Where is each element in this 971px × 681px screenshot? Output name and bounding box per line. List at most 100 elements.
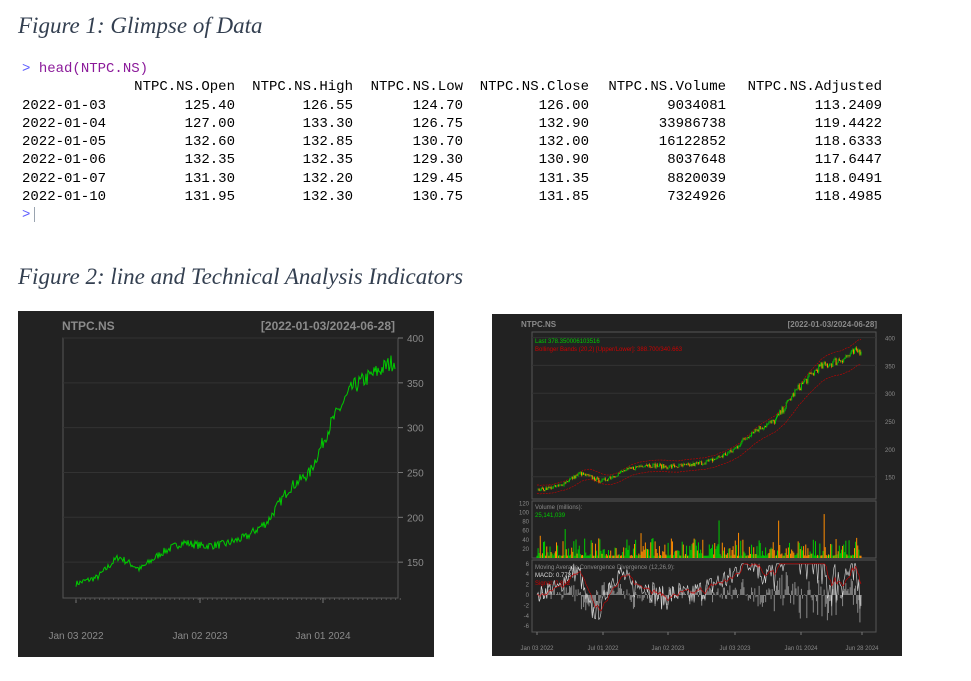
volume-label: Volume (millions): (535, 505, 583, 511)
candle-body (712, 458, 714, 462)
macd-histogram-bar (732, 589, 734, 595)
candle-body (709, 459, 711, 460)
volume-bar (651, 538, 653, 558)
candle-body (768, 422, 770, 424)
volume-bar (636, 555, 638, 558)
volume-bar (697, 542, 699, 558)
macd-histogram-bar (849, 587, 851, 595)
macd-histogram-bar (560, 593, 562, 595)
candle-body (849, 353, 851, 356)
candle-body (717, 456, 719, 458)
candle-body (842, 360, 844, 363)
volume-bar (648, 549, 650, 558)
macd-histogram-bar (759, 595, 761, 605)
macd-histogram-bar (742, 579, 744, 595)
candle-body (746, 437, 748, 439)
macd-histogram-bar (690, 593, 692, 595)
candle-body (696, 462, 698, 464)
volume-bar (741, 555, 743, 558)
candle-body (720, 456, 722, 458)
console-input-line[interactable]: > (22, 206, 882, 224)
candle-body (765, 426, 767, 428)
candle-body (782, 407, 784, 413)
table-cell: 132.30 (302, 189, 353, 206)
table-cell: 129.30 (412, 152, 463, 169)
volume-bar (610, 550, 612, 558)
macd-histogram-bar (663, 595, 665, 605)
macd-histogram-bar (707, 591, 709, 595)
macd-histogram-bar (575, 589, 577, 595)
candle-body (653, 463, 655, 465)
candle-body (808, 373, 810, 377)
volume-bar (729, 548, 731, 558)
candle-body (786, 400, 788, 402)
volume-bar (765, 547, 767, 558)
row-date: 2022-01-07 (22, 170, 107, 187)
candle-body (579, 472, 581, 474)
macd-histogram-bar (697, 595, 699, 597)
candle-body (690, 464, 692, 467)
candle-body (576, 475, 578, 476)
candle-body (784, 407, 786, 411)
volume-bar (589, 554, 591, 558)
candle-body (605, 480, 607, 481)
volume-bar (814, 541, 816, 558)
y-tick-label: 400 (407, 334, 424, 345)
candle-body (644, 465, 646, 467)
candle-body (852, 349, 854, 354)
candle-body (832, 361, 834, 367)
candle-body (626, 468, 628, 470)
macd-histogram-bar (628, 593, 630, 595)
candle-body (721, 456, 723, 457)
volume-bar (760, 555, 762, 558)
volume-bar (567, 548, 569, 558)
volume-bar (630, 554, 632, 558)
macd-histogram-bar (603, 582, 605, 595)
volume-bar (813, 555, 815, 558)
volume-bar (775, 555, 777, 558)
candle-body (544, 490, 546, 491)
table-cell: 132.00 (538, 134, 589, 151)
volume-bar (582, 554, 584, 558)
macd-histogram-bar (848, 593, 850, 595)
candle-body (602, 479, 604, 480)
macd-histogram-bar (761, 595, 763, 607)
candle-body (556, 486, 558, 487)
macd-histogram-bar (735, 589, 737, 595)
candle-body (661, 464, 663, 469)
volume-bar (778, 520, 780, 558)
candle-body (615, 476, 617, 477)
r-console[interactable]: > head(NTPC.NS) NTPC.NS.Open NTPC.NS.High… (22, 60, 882, 225)
volume-bar (816, 555, 818, 558)
volume-bar (788, 542, 790, 558)
macd-histogram-bar (637, 595, 639, 599)
candle-body (567, 481, 569, 483)
volume-bar (736, 555, 738, 558)
macd-histogram-bar (790, 595, 792, 604)
volume-bar (824, 547, 826, 558)
volume-bar (846, 554, 848, 558)
volume-bar (839, 553, 841, 558)
volume-bar (851, 554, 853, 558)
volume-bar (804, 555, 806, 558)
macd-histogram-bar (645, 593, 647, 595)
candle-body (606, 480, 608, 481)
macd-histogram-bar (843, 590, 845, 595)
candle-body (781, 407, 783, 414)
volume-bar (660, 555, 662, 558)
candle-body (643, 466, 645, 468)
candle-body (693, 462, 695, 466)
candle-body (662, 464, 664, 469)
candle-body (813, 370, 815, 376)
volume-bar (708, 544, 710, 558)
console-prompt: > (22, 207, 31, 224)
macd-histogram-bar (812, 595, 814, 613)
volume-bar (640, 533, 642, 558)
macd-histogram-bar (653, 588, 655, 595)
candle-body (625, 469, 627, 472)
volume-bar (634, 543, 636, 558)
volume-bar (613, 555, 615, 558)
volume-bar (606, 555, 608, 558)
volume-bar (655, 548, 657, 558)
candle-body (792, 393, 794, 397)
